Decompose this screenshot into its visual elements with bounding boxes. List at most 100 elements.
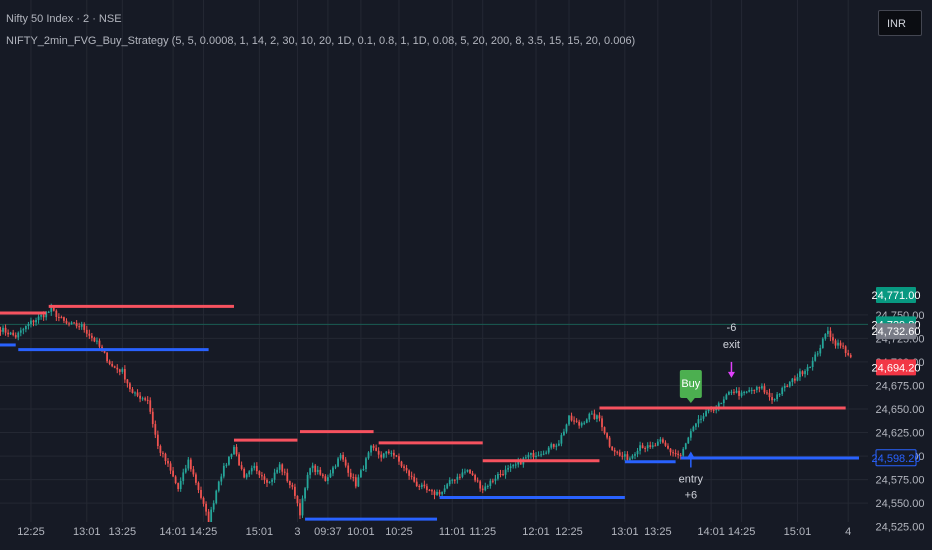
candle-body [88, 333, 91, 336]
candle-body [55, 310, 58, 317]
candle-body [75, 322, 78, 327]
price-tick-label: 24,675.00 [876, 380, 925, 392]
candle-body [258, 471, 261, 476]
candle-body [456, 476, 459, 480]
currency-button[interactable]: INR [878, 10, 922, 36]
candle-body [816, 353, 819, 355]
price-axis[interactable]: 24,525.0024,550.0024,575.0024,600.0024,6… [868, 0, 932, 550]
study-legend[interactable]: NIFTY_2min_FVG_Buy_Strategy (5, 5, 0.000… [6, 35, 636, 47]
time-tick-label: 14:25 [728, 526, 756, 538]
candle-body [517, 461, 520, 465]
candle-body [0, 329, 2, 332]
candle-body [687, 437, 690, 444]
candle-body [834, 340, 837, 346]
candle-body [436, 491, 438, 495]
candle-body [565, 424, 568, 432]
candle-body [507, 468, 509, 470]
candle-body [141, 398, 144, 400]
candle-body [281, 464, 284, 472]
candle-body [829, 330, 832, 338]
candle-body [667, 445, 669, 449]
candle-body [583, 422, 586, 424]
candle-body [96, 340, 98, 342]
candle-body [740, 392, 743, 396]
candle-body [585, 419, 588, 423]
candle-body [469, 469, 471, 474]
candle-body [540, 454, 542, 456]
candle-body [497, 474, 499, 479]
buy-label-box [679, 370, 702, 399]
candle-body [491, 480, 494, 482]
candle-body [547, 447, 550, 453]
entry-marker: entry +6 [679, 451, 704, 501]
time-tick-label: 14:25 [190, 526, 218, 538]
candle-body [7, 332, 10, 335]
candle-body [570, 415, 573, 421]
candle-body [814, 354, 817, 361]
candle-body [801, 371, 804, 375]
time-axis[interactable]: 12:25 13:01 13:25 14:01 14:25 15:01 3 09:37 10:0… [0, 522, 868, 550]
candle-body [210, 509, 213, 525]
candle-body [682, 448, 685, 456]
candle-body [766, 392, 768, 394]
candle-body [646, 445, 649, 449]
candle-body [601, 418, 603, 428]
price-badge-text: 24,598.20 [872, 453, 921, 465]
candle-body [129, 383, 131, 390]
candle-body [471, 473, 474, 476]
candle-body [722, 399, 725, 404]
candles[interactable] [0, 303, 852, 527]
candle-body [37, 316, 40, 321]
candle-body [354, 477, 357, 487]
candle-body [664, 442, 667, 446]
time-tick-label: 11:01 [439, 526, 466, 538]
candle-body [159, 446, 162, 453]
candle-body [136, 392, 139, 396]
candle-body [433, 491, 436, 495]
candle-body [702, 416, 705, 419]
candle-body [408, 470, 411, 476]
candle-body [357, 477, 360, 487]
candle-body [771, 397, 773, 401]
candle-body [735, 390, 738, 393]
candle-body [182, 472, 185, 481]
candle-body [255, 465, 258, 472]
candle-body [179, 480, 182, 490]
candle-body [154, 424, 157, 435]
candle-body [804, 371, 806, 375]
price-badge-box [876, 287, 916, 304]
candle-body [240, 465, 243, 469]
time-tick-label: 13:25 [109, 526, 137, 538]
exit-arrow-icon [727, 371, 735, 378]
price-axis-background [868, 0, 932, 550]
price-badge-box [876, 359, 916, 376]
candle-body [134, 392, 136, 394]
candle-body [700, 418, 702, 420]
candle-body [514, 464, 517, 466]
symbol-title[interactable]: Nifty 50 Index · 2 · NSE [6, 13, 122, 25]
entry-qty-label: +6 [685, 489, 698, 501]
candle-body [443, 488, 446, 492]
candle-body [45, 312, 48, 318]
candle-body [261, 475, 263, 477]
candle-body [344, 459, 347, 466]
candle-body [17, 332, 20, 338]
candle-body [60, 317, 63, 319]
candle-body [552, 444, 555, 447]
candle-body [578, 421, 581, 426]
candle-body [238, 454, 240, 466]
price-badge-box [875, 449, 917, 467]
candle-body [519, 461, 522, 465]
candle-body [580, 423, 583, 426]
candle-body [783, 385, 786, 388]
candle-body [692, 426, 695, 432]
candle-body [339, 454, 342, 459]
candle-body [728, 392, 730, 395]
candle-body [207, 511, 210, 525]
candle-body [555, 445, 558, 447]
candle-body [603, 427, 606, 434]
candle-body [14, 335, 17, 338]
candle-body [669, 448, 672, 453]
candle-body [826, 330, 829, 334]
